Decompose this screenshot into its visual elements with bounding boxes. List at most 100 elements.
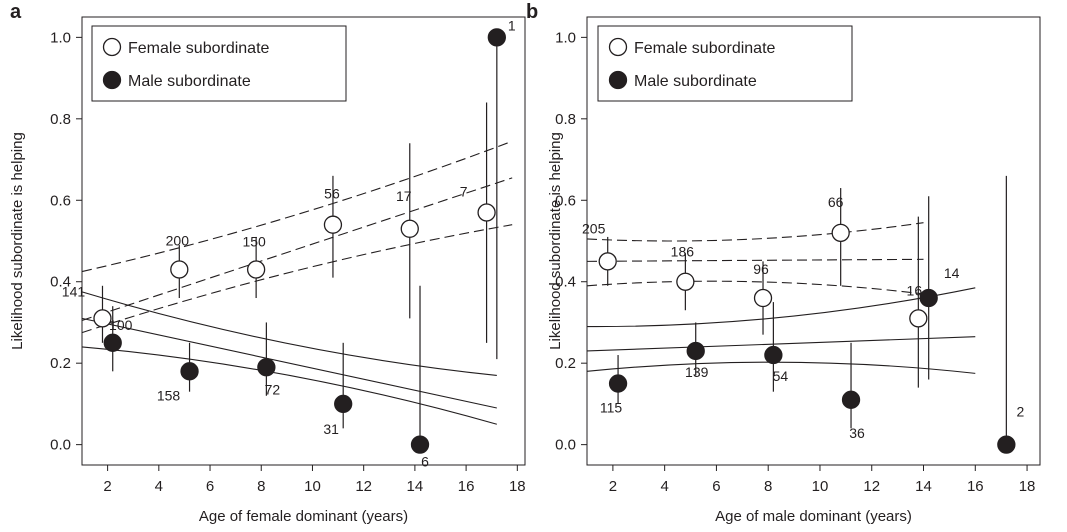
y-tick-label: 0.2	[50, 355, 71, 372]
data-point-male	[334, 394, 353, 414]
sample-size-label: 17	[396, 188, 412, 204]
data-point-female	[170, 260, 189, 279]
x-tick-label: 14	[407, 478, 424, 495]
fit-line-female-lower	[586, 280, 924, 295]
data-point-female	[93, 309, 112, 328]
data-point-female	[400, 219, 419, 238]
y-tick-label: 1.0	[555, 29, 576, 46]
data-point-male	[410, 435, 430, 454]
fit-line-male-lower	[81, 346, 497, 425]
data-point-female	[598, 252, 617, 271]
x-tick-label: 16	[967, 478, 984, 495]
sample-size-label: 158	[157, 387, 181, 403]
sample-size-label: 7	[460, 183, 468, 199]
legend-label: Female subordinate	[634, 40, 776, 57]
sample-size-label: 36	[849, 425, 865, 441]
data-point-female	[246, 260, 266, 279]
legend-marker-female	[102, 37, 122, 57]
legend-box	[597, 25, 853, 102]
legend-marker-male	[608, 70, 628, 90]
panel-label: b	[526, 1, 538, 23]
data-point-female	[477, 203, 496, 222]
x-axis-label: Age of female dominant (years)	[199, 508, 408, 525]
fit-line-female-mean	[586, 258, 924, 262]
sample-size-label: 54	[773, 368, 789, 384]
y-tick-label: 0.0	[555, 437, 576, 454]
sample-size-label: 31	[323, 421, 339, 437]
legend: Female subordinate Male subordinate	[597, 25, 853, 102]
data-point-female	[831, 223, 850, 243]
panel-b: b 2 4 6 8 10 12 14 16 18 0.0 0.2 0.4 0.6 0.8 1.0 Age of …	[526, 1, 1041, 525]
panel-label: a	[10, 1, 22, 23]
sample-size-label: 16	[907, 282, 923, 298]
x-tick-label: 2	[103, 478, 111, 495]
x-tick-label: 4	[660, 478, 668, 495]
data-point-male	[608, 374, 628, 393]
x-tick-label: 16	[458, 478, 475, 495]
fit-line-male-mean	[81, 317, 497, 409]
fit-line-female-mean	[81, 177, 513, 321]
sample-size-label: 2	[1016, 404, 1024, 420]
legend: Female subordinate Male subordinate	[91, 25, 347, 102]
data-point-male	[919, 288, 938, 308]
x-tick-label: 18	[509, 478, 526, 495]
x-tick-label: 6	[206, 478, 214, 495]
x-tick-label: 2	[609, 478, 617, 495]
legend-label: Male subordinate	[128, 73, 251, 90]
x-tick-label: 10	[812, 478, 829, 495]
x-tick-label: 14	[915, 478, 932, 495]
sample-size-label: 139	[685, 364, 709, 380]
sample-size-label: 66	[828, 194, 844, 210]
x-tick-label: 12	[355, 478, 372, 495]
sample-size-label: 96	[753, 261, 769, 277]
data-point-male	[257, 358, 276, 377]
data-point-male	[103, 333, 122, 352]
fit-line-female-lower	[81, 224, 513, 334]
sample-size-label: 1	[508, 17, 516, 33]
data-point-male	[841, 390, 861, 409]
data-point-female	[753, 288, 773, 308]
data-point-female	[909, 309, 928, 328]
sample-size-label: 56	[324, 186, 340, 202]
x-axis-label: Age of male dominant (years)	[715, 508, 912, 525]
x-tick-label: 8	[257, 478, 265, 495]
x-tick-label: 18	[1019, 478, 1036, 495]
y-tick-label: 0.6	[50, 192, 71, 209]
sample-size-label: 150	[242, 234, 266, 250]
legend-marker-female	[608, 37, 628, 57]
sample-size-label: 205	[582, 220, 606, 236]
data-point-male	[686, 341, 705, 361]
sample-size-label: 6	[421, 454, 429, 470]
legend-box	[91, 25, 347, 102]
data-point-male	[764, 345, 783, 365]
y-tick-label: 0.8	[50, 111, 71, 128]
data-point-female	[323, 215, 343, 234]
y-tick-label: 0.4	[50, 274, 71, 291]
x-tick-label: 8	[764, 478, 772, 495]
fit-line-male-upper	[81, 291, 497, 376]
sample-size-label: 115	[600, 400, 623, 416]
x-tick-label: 12	[863, 478, 880, 495]
plot-frame	[81, 16, 526, 466]
fit-line-female-upper	[81, 140, 513, 273]
sample-size-label: 100	[109, 317, 133, 333]
plot-frame	[586, 16, 1041, 466]
sample-size-label: 200	[166, 233, 190, 249]
data-point-male	[997, 435, 1016, 454]
legend-marker-male	[102, 70, 122, 90]
sample-size-label: 141	[62, 283, 86, 299]
fit-line-male-mean	[586, 336, 976, 352]
x-tick-label: 6	[712, 478, 720, 495]
y-tick-label: 0.4	[555, 274, 576, 291]
sample-size-label: 14	[944, 265, 960, 281]
y-axis-label: Likelihood subordinate is helping	[9, 132, 26, 350]
data-point-male	[487, 28, 506, 47]
data-point-female	[676, 272, 695, 291]
sample-size-label: 72	[265, 381, 281, 397]
x-tick-label: 10	[304, 478, 321, 495]
x-tick-label: 4	[155, 478, 163, 495]
y-axis-label: Likelihood subordinate is helping	[547, 132, 564, 350]
